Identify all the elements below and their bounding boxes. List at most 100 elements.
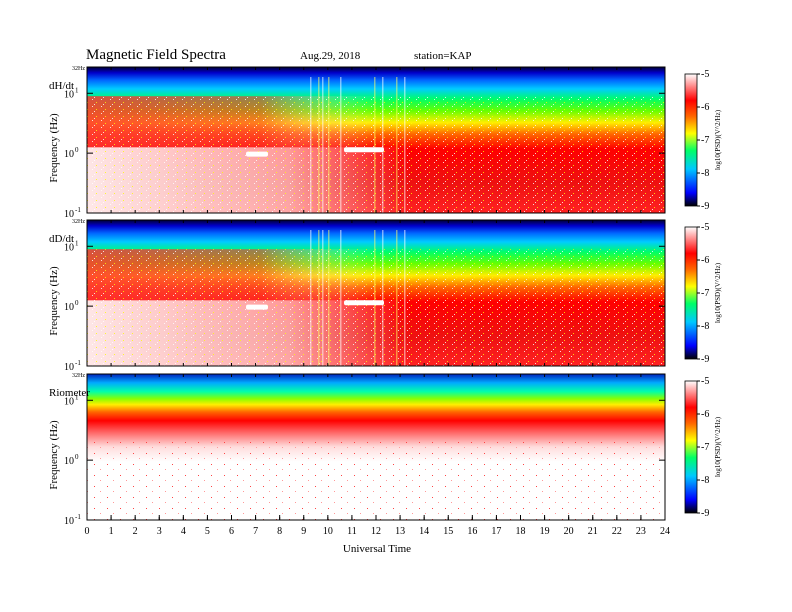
colorbar-tick-label: -7 xyxy=(701,442,709,453)
y-tick-label: 10 xyxy=(64,302,74,313)
burst-streak xyxy=(322,230,324,366)
panel-label: dH/dt xyxy=(49,80,74,92)
colorbar-label: log10(PSD)(V^2/Hz) xyxy=(714,262,722,323)
burst-streak xyxy=(396,77,398,213)
x-tick-label: 13 xyxy=(395,526,405,537)
colorbar-label: log10(PSD)(V^2/Hz) xyxy=(714,416,722,477)
x-tick-label: 8 xyxy=(277,526,282,537)
x-tick-label: 1 xyxy=(109,526,114,537)
data-gap xyxy=(344,147,384,153)
colorbar-tick-label: -8 xyxy=(701,168,709,179)
colorbar-tick-label: -7 xyxy=(701,288,709,299)
colorbar-tick-label: -9 xyxy=(701,508,709,519)
y-tick-label: 10 xyxy=(64,516,74,527)
x-tick-label: 16 xyxy=(467,526,477,537)
colorbar-tick-label: -8 xyxy=(701,475,709,486)
burst-streak xyxy=(322,77,324,213)
x-tick-label: 15 xyxy=(443,526,453,537)
burst-streak xyxy=(404,230,406,366)
y-tick-exponent: 0 xyxy=(75,146,79,154)
x-axis-label: Universal Time xyxy=(343,543,411,555)
burst-streak xyxy=(310,230,312,366)
burst-streak xyxy=(328,77,330,213)
y-tick-exponent: 1 xyxy=(75,86,79,94)
y-axis-label: Frequency (Hz) xyxy=(48,113,60,183)
x-tick-label: 0 xyxy=(85,526,90,537)
x-tick-label: 10 xyxy=(323,526,333,537)
burst-streak xyxy=(374,230,376,366)
y-tick-exponent: 1 xyxy=(75,239,79,247)
station-label: station=KAP xyxy=(414,50,472,62)
y-tick-label: 10 xyxy=(64,456,74,467)
burst-streak xyxy=(382,77,384,213)
colorbar-tick-label: -9 xyxy=(701,354,709,365)
x-tick-label: 18 xyxy=(516,526,526,537)
burst-streak xyxy=(340,230,342,366)
colorbar xyxy=(684,73,698,207)
x-tick-label: 3 xyxy=(157,526,162,537)
y-tick-exponent: 0 xyxy=(75,299,79,307)
x-tick-label: 24 xyxy=(660,526,670,537)
panel-label: Riometer xyxy=(49,387,90,399)
burst-streak xyxy=(318,230,320,366)
burst-streak xyxy=(340,77,342,213)
y-tick-label: 10 xyxy=(64,242,74,253)
data-gap xyxy=(246,304,268,310)
x-tick-label: 5 xyxy=(205,526,210,537)
burst-streak xyxy=(374,77,376,213)
colorbar-tick-label: -6 xyxy=(701,255,709,266)
burst-streak xyxy=(328,230,330,366)
y-tick-label: 10 xyxy=(64,396,74,407)
y-tick-exponent: 0 xyxy=(75,453,79,461)
x-tick-label: 21 xyxy=(588,526,598,537)
colorbar xyxy=(684,380,698,514)
x-tick-label: 17 xyxy=(491,526,501,537)
y-tick-label: 10 xyxy=(64,89,74,100)
colorbar-tick-label: -5 xyxy=(701,376,709,387)
colorbar-tick-label: -5 xyxy=(701,222,709,233)
x-tick-label: 12 xyxy=(371,526,381,537)
colorbar-label: log10(PSD)(V^2/Hz) xyxy=(714,109,722,170)
x-tick-label: 11 xyxy=(347,526,357,537)
x-axis: 0 1 2 3 4 5 6 7 8 9 10 11 12 13 14 15 16 17 18 19 20 21 22 23 24 xyxy=(85,67,670,537)
top-frequency-label: 32Hz xyxy=(72,66,85,72)
data-gap xyxy=(246,151,268,157)
colorbar-tick-label: -8 xyxy=(701,321,709,332)
x-tick-label: 2 xyxy=(133,526,138,537)
x-tick-label: 7 xyxy=(253,526,258,537)
burst-streak xyxy=(404,77,406,213)
x-tick-label: 19 xyxy=(540,526,550,537)
y-tick-label: 10 xyxy=(64,209,74,220)
burst-streak xyxy=(310,77,312,213)
chart-title: Magnetic Field Spectra xyxy=(86,47,226,63)
colorbar xyxy=(684,226,698,360)
panel-label: dD/dt xyxy=(49,233,74,245)
colorbar-tick-label: -9 xyxy=(701,201,709,212)
top-frequency-label: 32Hz xyxy=(72,373,85,379)
y-tick-exponent: -1 xyxy=(75,513,81,521)
y-axis-label: Frequency (Hz) xyxy=(48,420,60,490)
y-tick-label: 10 xyxy=(64,149,74,160)
x-tick-label: 4 xyxy=(181,526,186,537)
x-tick-label: 20 xyxy=(564,526,574,537)
y-tick-exponent: -1 xyxy=(75,206,81,214)
x-tick-label: 6 xyxy=(229,526,234,537)
colorbar-tick-label: -6 xyxy=(701,102,709,113)
spectrogram-noise xyxy=(87,249,665,366)
y-tick-exponent: -1 xyxy=(75,359,81,367)
x-tick-label: 23 xyxy=(636,526,646,537)
x-tick-label: 14 xyxy=(419,526,429,537)
colorbar-tick-label: -7 xyxy=(701,135,709,146)
burst-streak xyxy=(396,230,398,366)
y-tick-label: 10 xyxy=(64,362,74,373)
date-label: Aug.29, 2018 xyxy=(300,50,361,62)
colorbar-tick-label: -6 xyxy=(701,409,709,420)
spectrogram-noise xyxy=(87,439,665,520)
colorbar-tick-label: -5 xyxy=(701,69,709,80)
spectrogram-noise xyxy=(87,96,665,213)
x-tick-label: 9 xyxy=(301,526,306,537)
y-tick-exponent: 1 xyxy=(75,393,79,401)
